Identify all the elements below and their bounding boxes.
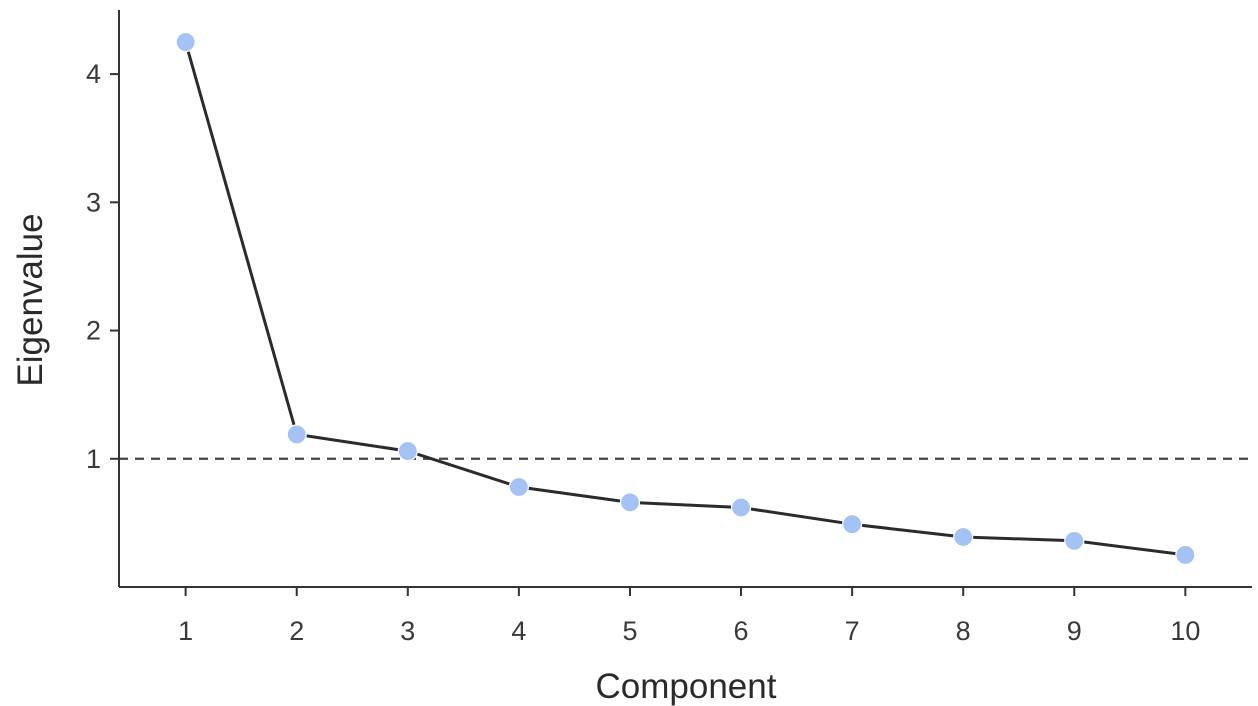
axes (118, 10, 1252, 588)
data-point (397, 440, 418, 462)
x-tick-label: 9 (1067, 616, 1082, 646)
x-tick-label: 1 (178, 616, 193, 646)
plot-area (119, 31, 1252, 566)
data-point (842, 514, 863, 535)
x-axis-title: Component (596, 667, 777, 706)
y-axis-title: Eigenvalue (11, 213, 50, 386)
y-axis-ticks: 1 2 3 4 (86, 59, 119, 474)
y-tick-label: 3 (86, 187, 101, 217)
data-point (508, 476, 529, 498)
x-tick-label: 4 (511, 616, 526, 646)
data-point (175, 31, 196, 53)
data-point (1064, 530, 1085, 551)
x-tick-label: 6 (734, 616, 749, 646)
x-tick-label: 2 (289, 616, 304, 646)
data-point (953, 526, 974, 548)
y-tick-label: 2 (86, 316, 101, 346)
x-tick-label: 7 (845, 616, 860, 646)
x-tick-label: 10 (1170, 616, 1200, 646)
series-line (184, 41, 1186, 557)
data-point (730, 497, 752, 518)
x-tick-label: 3 (400, 616, 415, 646)
x-tick-label: 5 (622, 616, 637, 646)
x-axis-ticks: 1 2 3 4 5 6 7 8 9 10 (178, 587, 1200, 646)
x-tick-label: 8 (956, 616, 971, 646)
data-point (286, 424, 307, 445)
y-tick-label: 1 (86, 444, 101, 474)
y-tick-label: 4 (86, 59, 101, 89)
data-point (1175, 544, 1196, 566)
data-point (619, 492, 641, 513)
